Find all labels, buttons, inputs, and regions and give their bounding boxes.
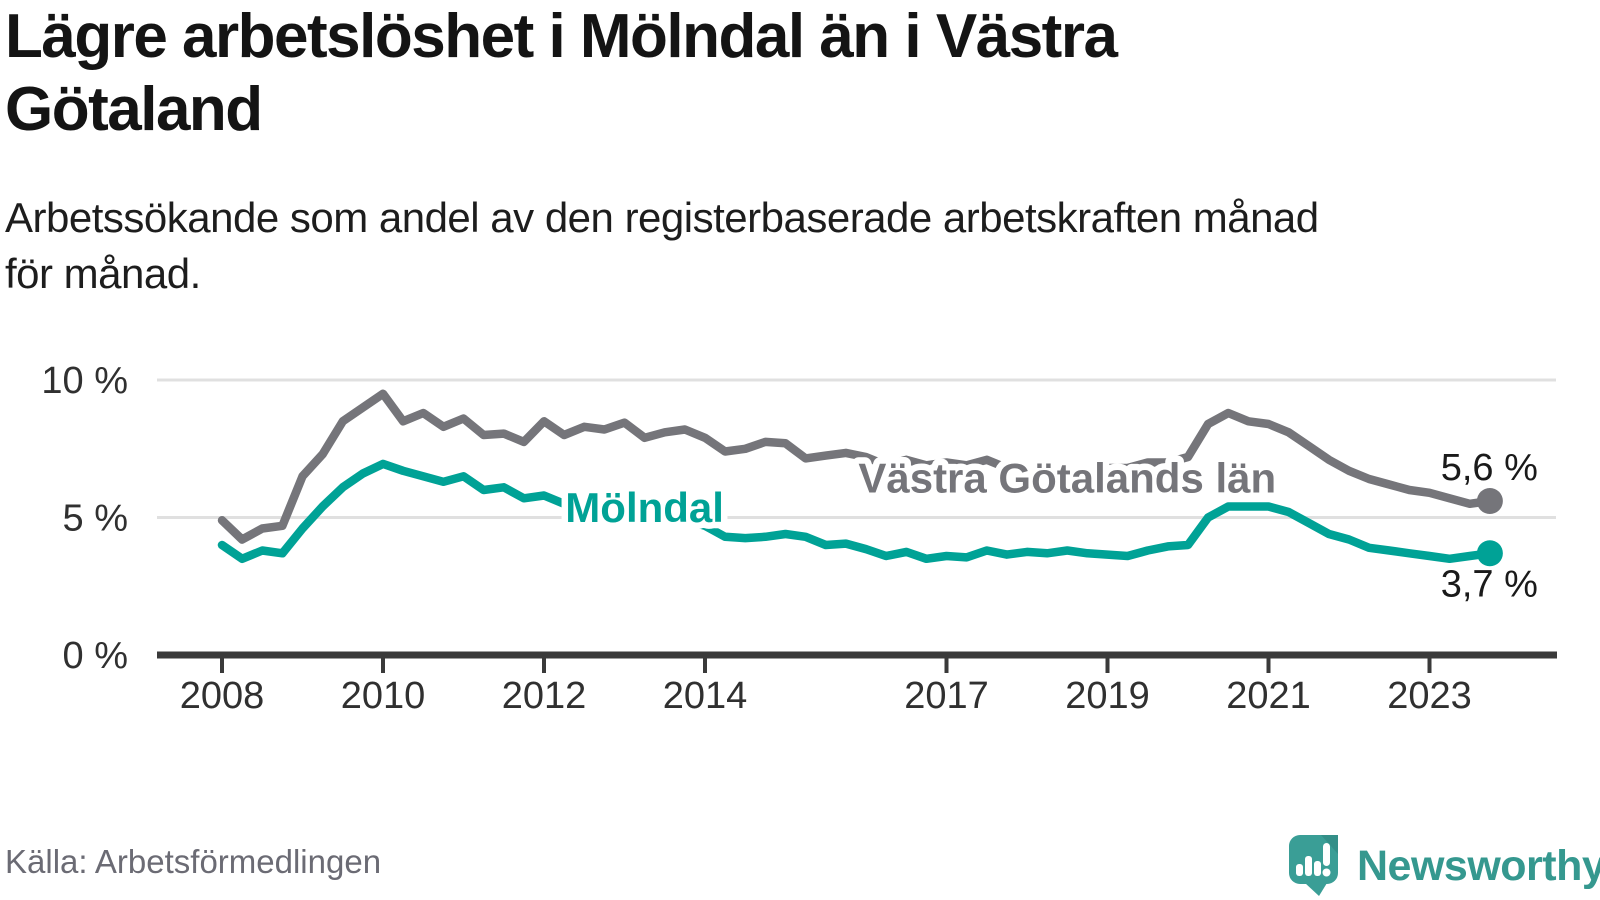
x-tick-label: 2021 (1226, 675, 1311, 717)
series-line-molndal (217, 459, 1495, 564)
y-tick-label: 0 % (63, 635, 128, 677)
x-tick-label: 2014 (663, 675, 748, 717)
series-labels: Västra Götalands län Mölndal (559, 448, 1283, 537)
x-tick-label: 2017 (904, 675, 989, 717)
y-axis: 0 % 5 % 10 % (41, 360, 1557, 677)
title-line-2: Götaland (5, 75, 263, 144)
x-tick-label: 2023 (1387, 675, 1472, 717)
y-tick-label: 10 % (41, 360, 128, 402)
x-axis: 2008 2010 2012 2014 2017 2019 2021 2023 (180, 658, 1472, 717)
end-markers: 5,6 % 3,7 % (1441, 447, 1538, 605)
end-dot-molndal (1476, 540, 1503, 567)
series-lines (217, 389, 1495, 564)
source-note: Källa: Arbetsförmedlingen (5, 843, 382, 880)
subtitle-line-1: Arbetssökande som andel av den registerb… (5, 194, 1319, 241)
y-tick-label: 5 % (63, 498, 128, 540)
end-value-label-molndal: 3,7 % (1441, 563, 1538, 605)
newsworthy-logo: Newsworthy (1288, 834, 1600, 898)
x-tick-label: 2010 (341, 675, 426, 717)
series-line-vastra-gotalands-lan (217, 389, 1495, 544)
x-tick-label: 2008 (180, 675, 265, 717)
series-label-vastra-gotalands-lan: Västra Götalands län (858, 455, 1276, 502)
end-value-label-vastra-gotalands-lan: 5,6 % (1441, 447, 1538, 489)
newsworthy-speech-bubble-bar-chart-icon (1289, 835, 1338, 896)
end-dot-vastra-gotalands-lan (1476, 488, 1503, 514)
chart-subtitle: Arbetssökande som andel av den registerb… (5, 190, 1319, 302)
page-title: Lägre arbetslöshet i Mölndal än i Västra… (5, 0, 1118, 146)
series-label-molndal: Mölndal (565, 484, 724, 531)
newsworthy-logo-text: Newsworthy (1357, 842, 1600, 890)
title-line-1: Lägre arbetslöshet i Mölndal än i Västra (5, 2, 1118, 71)
subtitle-line-2: för månad. (5, 250, 201, 297)
x-tick-label: 2012 (502, 675, 587, 717)
x-tick-label: 2019 (1065, 675, 1150, 717)
